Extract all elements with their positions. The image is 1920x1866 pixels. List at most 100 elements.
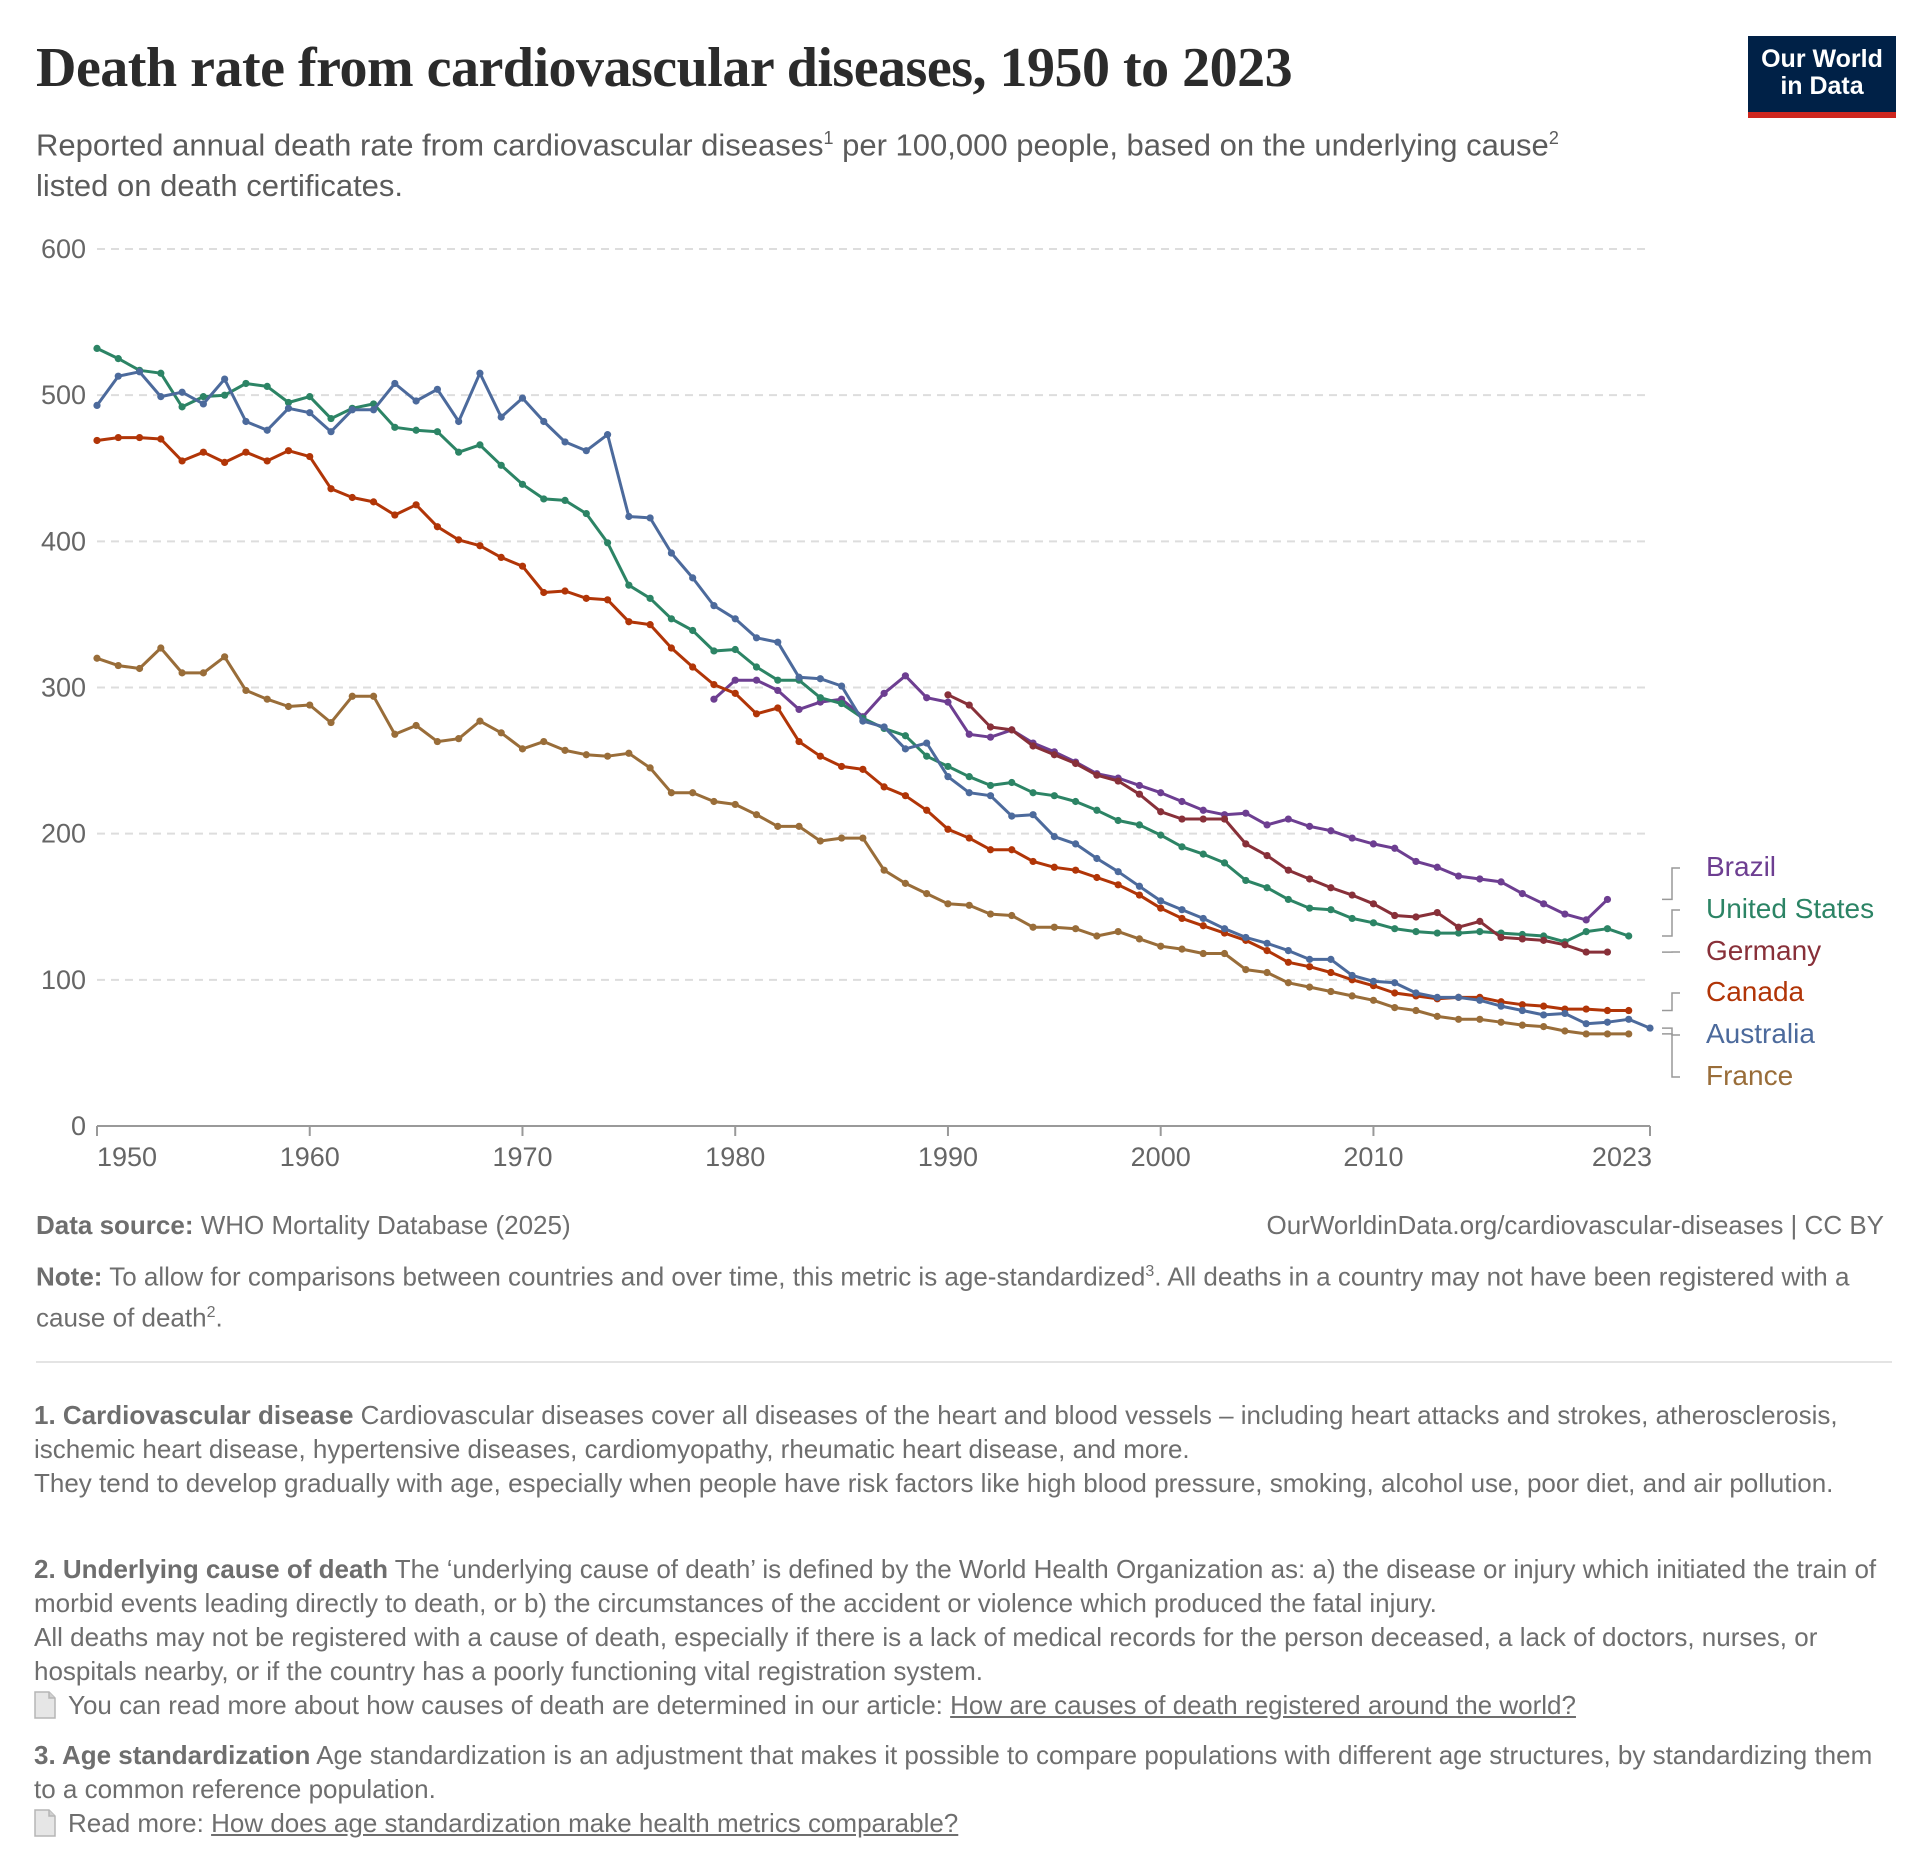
data-point[interactable] bbox=[1603, 895, 1612, 904]
data-point[interactable] bbox=[1433, 863, 1441, 871]
data-point[interactable] bbox=[114, 355, 122, 363]
data-point[interactable] bbox=[1029, 923, 1037, 931]
data-point[interactable] bbox=[965, 730, 973, 738]
data-point[interactable] bbox=[1029, 742, 1037, 750]
series-united-states[interactable] bbox=[93, 344, 1633, 946]
data-point[interactable] bbox=[1220, 925, 1229, 933]
data-point[interactable] bbox=[1497, 1002, 1505, 1010]
data-point[interactable] bbox=[263, 457, 271, 465]
data-point[interactable] bbox=[1220, 949, 1229, 958]
data-point[interactable] bbox=[561, 496, 569, 505]
data-point[interactable] bbox=[93, 344, 101, 352]
data-point[interactable] bbox=[1540, 1011, 1548, 1019]
data-point[interactable] bbox=[795, 822, 803, 830]
data-point[interactable] bbox=[369, 498, 378, 506]
age-standardization-article-link[interactable]: How does age standardization make health… bbox=[211, 1808, 959, 1838]
data-point[interactable] bbox=[433, 428, 441, 436]
data-point[interactable] bbox=[1391, 844, 1399, 852]
data-point[interactable] bbox=[689, 574, 697, 582]
data-point[interactable] bbox=[1199, 922, 1207, 930]
data-point[interactable] bbox=[1093, 873, 1101, 882]
data-point[interactable] bbox=[1348, 992, 1356, 1000]
data-point[interactable] bbox=[455, 448, 463, 456]
data-point[interactable] bbox=[901, 672, 910, 680]
data-point[interactable] bbox=[1412, 989, 1420, 997]
data-point[interactable] bbox=[1518, 889, 1526, 898]
data-point[interactable] bbox=[689, 626, 697, 635]
data-point[interactable] bbox=[1199, 914, 1207, 923]
data-point[interactable] bbox=[944, 825, 952, 833]
data-point[interactable] bbox=[1008, 846, 1016, 854]
data-point[interactable] bbox=[1263, 939, 1271, 947]
data-point[interactable] bbox=[1008, 778, 1016, 787]
data-point[interactable] bbox=[837, 699, 846, 708]
data-point[interactable] bbox=[1306, 875, 1314, 883]
data-point[interactable] bbox=[93, 436, 101, 445]
data-point[interactable] bbox=[306, 452, 314, 461]
data-point[interactable] bbox=[1306, 822, 1314, 830]
data-point[interactable] bbox=[944, 698, 952, 706]
data-point[interactable] bbox=[561, 746, 569, 754]
data-point[interactable] bbox=[1391, 1004, 1399, 1012]
data-point[interactable] bbox=[284, 702, 293, 711]
data-point[interactable] bbox=[1178, 914, 1186, 923]
data-point[interactable] bbox=[1263, 968, 1271, 977]
data-point[interactable] bbox=[433, 385, 441, 393]
data-point[interactable] bbox=[1157, 831, 1165, 839]
data-point[interactable] bbox=[1029, 789, 1037, 797]
data-point[interactable] bbox=[1412, 857, 1420, 866]
data-point[interactable] bbox=[540, 417, 548, 426]
data-point[interactable] bbox=[1433, 1012, 1441, 1020]
data-point[interactable] bbox=[731, 615, 739, 623]
data-point[interactable] bbox=[752, 634, 761, 642]
data-point[interactable] bbox=[625, 581, 633, 589]
data-point[interactable] bbox=[306, 409, 314, 417]
series-france[interactable] bbox=[93, 644, 1633, 1038]
data-point[interactable] bbox=[1603, 1030, 1612, 1038]
data-point[interactable] bbox=[1540, 900, 1548, 908]
data-point[interactable] bbox=[221, 391, 229, 399]
data-point[interactable] bbox=[816, 837, 824, 845]
data-point[interactable] bbox=[646, 621, 654, 629]
data-point[interactable] bbox=[561, 438, 569, 446]
data-point[interactable] bbox=[540, 737, 548, 746]
data-point[interactable] bbox=[433, 737, 441, 746]
legend-label-canada[interactable]: Canada bbox=[1706, 976, 1805, 1007]
data-point[interactable] bbox=[923, 739, 931, 747]
data-point[interactable] bbox=[1178, 843, 1186, 851]
data-point[interactable] bbox=[135, 664, 144, 673]
data-point[interactable] bbox=[625, 618, 633, 626]
data-point[interactable] bbox=[731, 800, 739, 809]
data-point[interactable] bbox=[1625, 1030, 1633, 1038]
data-point[interactable] bbox=[263, 695, 271, 703]
data-point[interactable] bbox=[1497, 933, 1505, 942]
data-point[interactable] bbox=[157, 435, 165, 443]
data-point[interactable] bbox=[603, 539, 612, 547]
series-australia[interactable] bbox=[93, 368, 1654, 1032]
data-point[interactable] bbox=[1114, 816, 1122, 825]
data-point[interactable] bbox=[710, 680, 718, 689]
data-point[interactable] bbox=[391, 379, 399, 388]
legend-label-australia[interactable]: Australia bbox=[1706, 1018, 1815, 1049]
data-point[interactable] bbox=[1093, 854, 1101, 863]
data-point[interactable] bbox=[1263, 947, 1271, 955]
data-point[interactable] bbox=[1561, 1009, 1569, 1018]
data-point[interactable] bbox=[1603, 925, 1612, 933]
data-point[interactable] bbox=[1008, 911, 1016, 920]
data-point[interactable] bbox=[1348, 834, 1356, 842]
data-point[interactable] bbox=[242, 417, 250, 426]
data-point[interactable] bbox=[646, 764, 654, 772]
data-point[interactable] bbox=[412, 426, 420, 434]
series-germany[interactable] bbox=[944, 691, 1612, 956]
data-point[interactable] bbox=[689, 663, 697, 671]
data-point[interactable] bbox=[1306, 963, 1314, 971]
data-point[interactable] bbox=[93, 654, 101, 662]
data-point[interactable] bbox=[1157, 808, 1165, 816]
data-point[interactable] bbox=[944, 762, 952, 771]
data-point[interactable] bbox=[1029, 857, 1037, 866]
data-point[interactable] bbox=[1433, 929, 1441, 937]
data-point[interactable] bbox=[1454, 923, 1463, 931]
data-point[interactable] bbox=[1625, 932, 1633, 940]
data-point[interactable] bbox=[667, 549, 675, 557]
data-point[interactable] bbox=[1348, 971, 1356, 980]
